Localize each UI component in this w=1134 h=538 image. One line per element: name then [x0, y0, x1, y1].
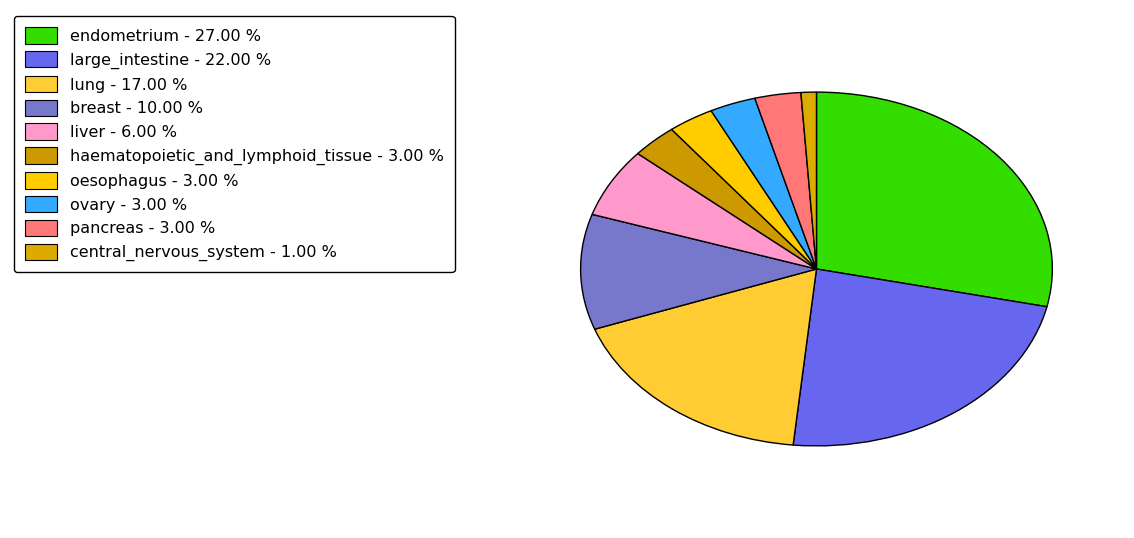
Wedge shape: [755, 93, 816, 269]
Legend: endometrium - 27.00 %, large_intestine - 22.00 %, lung - 17.00 %, breast - 10.00: endometrium - 27.00 %, large_intestine -…: [14, 16, 455, 272]
Wedge shape: [801, 92, 816, 269]
Wedge shape: [671, 111, 816, 269]
Wedge shape: [637, 130, 816, 269]
Wedge shape: [581, 214, 816, 329]
Wedge shape: [793, 269, 1047, 446]
Wedge shape: [711, 98, 816, 269]
Wedge shape: [592, 153, 816, 269]
Wedge shape: [816, 92, 1052, 307]
Wedge shape: [594, 269, 816, 445]
